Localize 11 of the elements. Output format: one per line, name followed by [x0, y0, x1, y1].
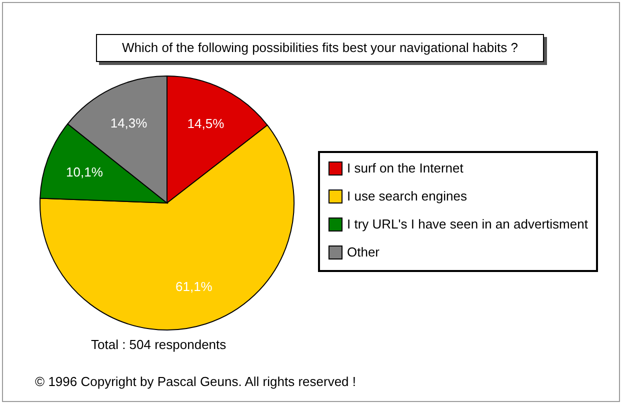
data-label: 10,1% — [66, 164, 104, 180]
chart-title: Which of the following possibilities fits best your navigational habits ? — [96, 34, 544, 62]
legend-label: Other — [347, 244, 380, 260]
data-label: 61,1% — [175, 278, 213, 294]
data-label: 14,5% — [187, 116, 225, 131]
text: © 1996 Copyright by Pascal Geuns. All rights reserved ! — [35, 374, 356, 389]
data-label: 14,3% — [110, 116, 148, 131]
text: Total : 504 respondents — [91, 337, 226, 352]
legend-label: I use search engines — [347, 188, 468, 204]
legend-label: I try URL's I have seen in an advertisment — [347, 216, 588, 232]
legend-label: I surf on the Internet — [347, 160, 464, 176]
